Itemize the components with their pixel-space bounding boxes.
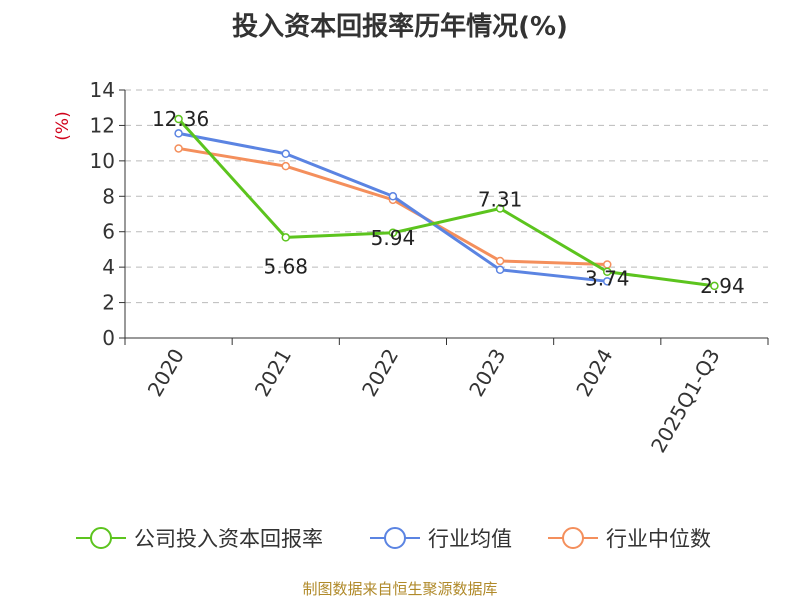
legend-marker-industry_median (562, 527, 584, 549)
y-tick-label: 12 (90, 113, 115, 137)
data-point-industry_avg (603, 277, 612, 286)
data-label: 5.68 (263, 254, 308, 278)
legend-label-company: 公司投入资本回报率 (134, 527, 323, 551)
chart-title: 投入资本回报率历年情况(%) (232, 12, 568, 42)
x-tick-label: 2021 (250, 345, 296, 401)
x-tick-label: 2020 (143, 345, 189, 401)
data-labels: 12.36 5.68 5.94 7.31 3.74 2.94 (152, 107, 745, 298)
data-point-industry_avg (495, 265, 505, 275)
data-point-industry_median (281, 161, 290, 171)
grid-lines (125, 89, 768, 304)
y-tick-label: 0 (102, 326, 115, 350)
data-point-company (710, 281, 719, 291)
data-point-industry_median (174, 144, 183, 153)
series-line-company (177, 118, 715, 288)
x-tick-label: 2022 (357, 345, 403, 401)
series-lines (174, 114, 719, 291)
y-tick-label: 14 (90, 78, 115, 102)
data-label: 3.74 (585, 267, 630, 291)
y-axis-label: (%) (53, 111, 73, 140)
data-point-industry_avg (388, 192, 398, 201)
x-tick-label: 2025Q1-Q3 (646, 345, 725, 457)
y-tick-label: 10 (90, 149, 115, 173)
legend-marker-industry_avg (384, 527, 406, 549)
y-tick-label: 4 (102, 255, 115, 279)
legend-label-industry_avg: 行业均值 (428, 527, 512, 551)
data-label: 7.31 (478, 188, 523, 212)
data-point-company (174, 114, 183, 124)
data-point-industry_median (495, 256, 505, 266)
y-tick-label: 6 (102, 220, 115, 244)
legend-label-industry_median: 行业中位数 (606, 527, 711, 551)
data-point-industry_avg (174, 129, 183, 138)
data-point-company (495, 204, 505, 213)
x-tick-label: 2024 (571, 345, 617, 401)
data-point-company (281, 233, 290, 242)
data-point-company (603, 267, 612, 276)
series-line-industry_avg (178, 131, 608, 283)
data-label: 5.94 (371, 226, 416, 250)
y-tick-label: 2 (102, 291, 115, 315)
data-label: 12.36 (152, 107, 209, 131)
data-point-company (388, 228, 398, 238)
x-tick-label: 2023 (464, 345, 510, 401)
y-tick-label: 8 (102, 184, 115, 208)
data-label: 2.94 (700, 274, 745, 298)
data-point-industry_avg (281, 149, 290, 159)
legend: 公司投入资本回报率 行业均值 行业中位数 (76, 527, 711, 551)
legend-marker-company (90, 527, 112, 549)
source-note: 制图数据来自恒生聚源数据库 (302, 580, 498, 598)
